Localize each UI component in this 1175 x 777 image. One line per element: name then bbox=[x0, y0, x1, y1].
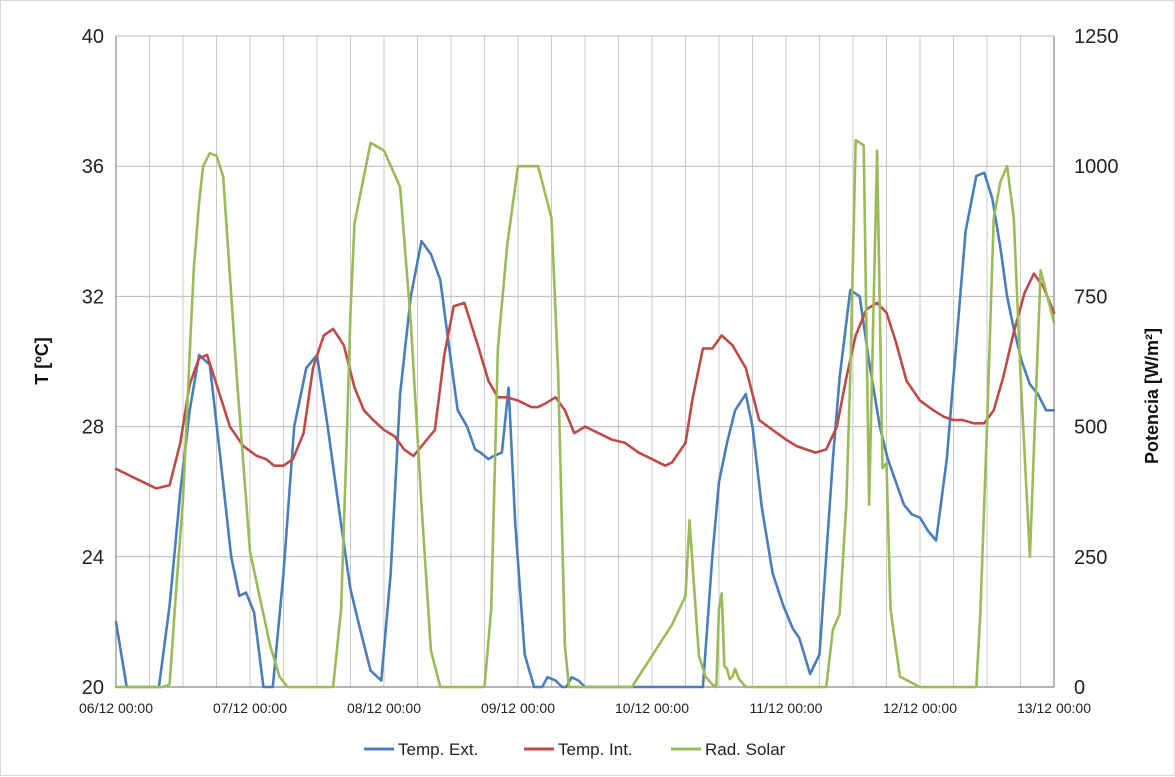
x-tick-label: 11/12 00:00 bbox=[750, 700, 823, 716]
tick-labels: 20 24 28 32 36 40 0 250 500 750 1000 1250 06/12 00:0… bbox=[79, 26, 1118, 716]
legend: Temp. Ext. Temp. Int. Rad. Solar bbox=[364, 740, 786, 759]
plot-area bbox=[114, 138, 1056, 689]
y-tick-label-left: 32 bbox=[82, 286, 104, 308]
y-tick-label-right: 500 bbox=[1074, 417, 1107, 439]
x-tick-label: 07/12 00:00 bbox=[213, 700, 287, 716]
series-line-rad-solar bbox=[114, 138, 1056, 689]
legend-label: Temp. Int. bbox=[558, 740, 633, 759]
x-tick-label: 10/12 00:00 bbox=[615, 700, 689, 716]
y-tick-label-right: 1000 bbox=[1074, 156, 1119, 178]
y-tick-label-left: 40 bbox=[82, 26, 104, 48]
series-line-temp-int bbox=[114, 272, 1056, 490]
y-tick-label-left: 36 bbox=[82, 156, 104, 178]
x-tick-label: 06/12 00:00 bbox=[79, 700, 153, 716]
legend-label: Temp. Ext. bbox=[398, 740, 478, 759]
x-tick-label: 12/12 00:00 bbox=[883, 700, 957, 716]
y-tick-label-left: 20 bbox=[82, 677, 104, 699]
y-tick-label-right: 750 bbox=[1074, 286, 1107, 308]
legend-label: Rad. Solar bbox=[705, 740, 786, 759]
y-tick-label-right: 1250 bbox=[1074, 26, 1119, 48]
y-tick-label-left: 24 bbox=[82, 547, 104, 569]
x-tick-label: 09/12 00:00 bbox=[481, 700, 555, 716]
y-axis-label-right: Potencia [W/m²] bbox=[1142, 328, 1162, 464]
x-tick-label: 13/12 00:00 bbox=[1017, 700, 1091, 716]
x-tick-label: 08/12 00:00 bbox=[347, 700, 421, 716]
y-axis-label-left: T [ºC] bbox=[32, 337, 52, 385]
y-tick-label-left: 28 bbox=[82, 417, 104, 439]
y-tick-label-right: 250 bbox=[1074, 547, 1107, 569]
grid-lines bbox=[115, 35, 1055, 688]
y-tick-label-right: 0 bbox=[1074, 677, 1085, 699]
